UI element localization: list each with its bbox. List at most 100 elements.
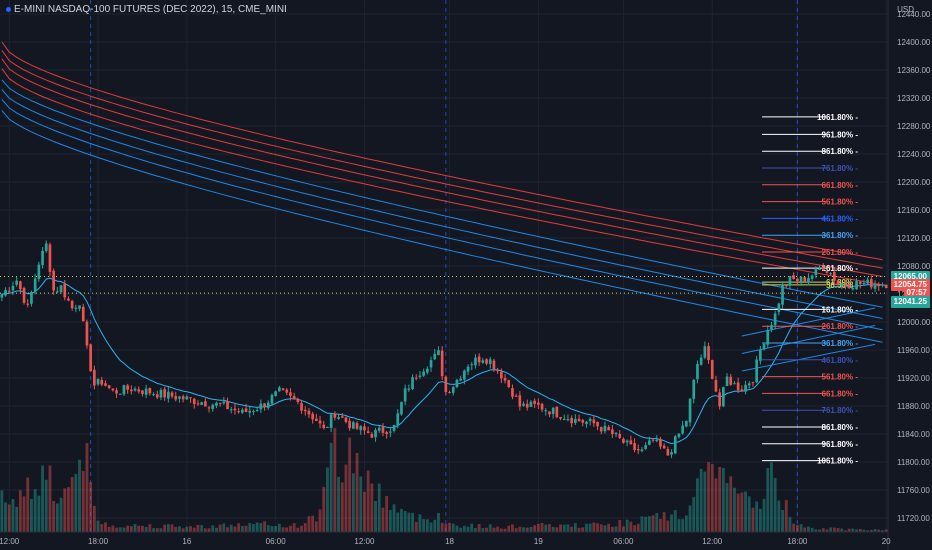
candle-body xyxy=(618,434,622,438)
volume-bar xyxy=(300,525,303,532)
volume-bar xyxy=(292,523,296,532)
volume-bar xyxy=(196,524,200,532)
volume-bar xyxy=(107,526,111,532)
candle-body xyxy=(403,388,407,402)
price-tick-label: 12320.00 xyxy=(897,94,931,103)
candle-body xyxy=(426,368,429,373)
candle-body xyxy=(144,388,148,395)
candle-body xyxy=(0,294,4,298)
candle-body xyxy=(847,284,851,289)
candle-body xyxy=(651,439,655,441)
candle-body xyxy=(185,396,189,400)
candle-body xyxy=(514,395,518,397)
candle-body xyxy=(844,284,847,286)
volume-bar xyxy=(263,521,266,532)
candle-body xyxy=(644,445,647,449)
volume-bar xyxy=(44,479,48,532)
candle-body xyxy=(418,375,422,377)
volume-bar xyxy=(551,526,555,532)
candle-body xyxy=(529,401,533,407)
candle-body xyxy=(348,420,351,429)
price-tick-label: 11880.00 xyxy=(897,402,930,411)
candle-body xyxy=(396,413,400,426)
volume-bar xyxy=(525,527,529,532)
candle-body xyxy=(141,390,144,394)
candle-body xyxy=(340,416,344,418)
candle-body xyxy=(155,394,159,398)
volume-bar xyxy=(229,524,233,532)
candle-body xyxy=(226,401,229,410)
candle-body xyxy=(300,403,303,411)
candle-body xyxy=(507,380,511,388)
candle-body xyxy=(866,279,869,284)
candle-body xyxy=(178,396,181,399)
candle-body xyxy=(792,275,795,280)
candle-body xyxy=(629,440,633,445)
volume-bar xyxy=(322,486,326,532)
candle-body xyxy=(48,244,52,272)
volume-bar xyxy=(425,519,429,532)
volume-bar xyxy=(710,464,714,532)
time-tick-label: 12:00 xyxy=(702,537,723,546)
volume-bar xyxy=(677,519,681,532)
volume-bar xyxy=(7,504,11,532)
volume-bar xyxy=(296,527,300,532)
candle-body xyxy=(37,264,41,280)
candle-body xyxy=(636,448,640,451)
candle-body xyxy=(729,376,733,385)
candle-body xyxy=(810,275,814,279)
price-axis[interactable]: 12440.00 12400.00 12360.00 12320.00 12280.00… xyxy=(887,0,931,550)
candle-body xyxy=(337,417,340,419)
price-tag: 12041.25 xyxy=(890,295,930,308)
volume-bar xyxy=(592,522,596,532)
ema-line xyxy=(1,79,883,308)
candle-body xyxy=(70,300,74,309)
candle-body xyxy=(481,360,485,363)
volume-bar xyxy=(429,522,433,532)
volume-bar xyxy=(155,528,159,532)
candle-body xyxy=(470,364,474,366)
candle-body xyxy=(803,277,807,282)
candle-body xyxy=(259,403,263,410)
candle-body xyxy=(474,357,477,366)
volume-bar xyxy=(440,522,444,532)
candle-body xyxy=(263,403,266,407)
candle-body xyxy=(174,395,178,400)
candle-body xyxy=(241,409,244,413)
candle-body xyxy=(710,360,714,379)
volume-bar xyxy=(207,528,211,532)
volume-bar xyxy=(437,512,440,532)
candle-body xyxy=(200,402,203,405)
candle-body xyxy=(503,377,507,381)
fib-level-label: 161.80% - xyxy=(822,264,859,273)
volume-bar xyxy=(607,523,611,532)
candle-body xyxy=(662,445,666,449)
candle-body xyxy=(96,378,100,385)
candle-body xyxy=(873,284,877,289)
candle-body xyxy=(41,250,44,265)
volume-bar xyxy=(78,459,81,532)
time-axis[interactable]: 12:00 18:00 16 06:00 12:00 18 19 06:00 12:00 18:0… xyxy=(0,531,891,546)
candle-body xyxy=(781,284,784,305)
volume-bar xyxy=(37,495,41,532)
candle-body xyxy=(104,383,107,386)
volume-bar xyxy=(122,527,126,532)
volume-bar xyxy=(625,519,629,532)
candle-body xyxy=(884,284,888,289)
candle-body xyxy=(307,410,311,415)
candle-body xyxy=(100,380,104,385)
volume-bar xyxy=(89,482,93,532)
candle-body xyxy=(118,393,122,395)
candle-body xyxy=(818,268,821,270)
candle-body xyxy=(152,394,155,396)
volume-bar xyxy=(703,471,707,532)
candle-body xyxy=(840,283,844,286)
candle-body xyxy=(622,438,625,443)
candle-body xyxy=(796,278,799,282)
volume-bar xyxy=(381,507,385,532)
volume-bar xyxy=(414,522,418,532)
ema-line xyxy=(1,110,883,343)
volume-bar xyxy=(318,509,322,532)
volume-bar xyxy=(55,503,59,532)
